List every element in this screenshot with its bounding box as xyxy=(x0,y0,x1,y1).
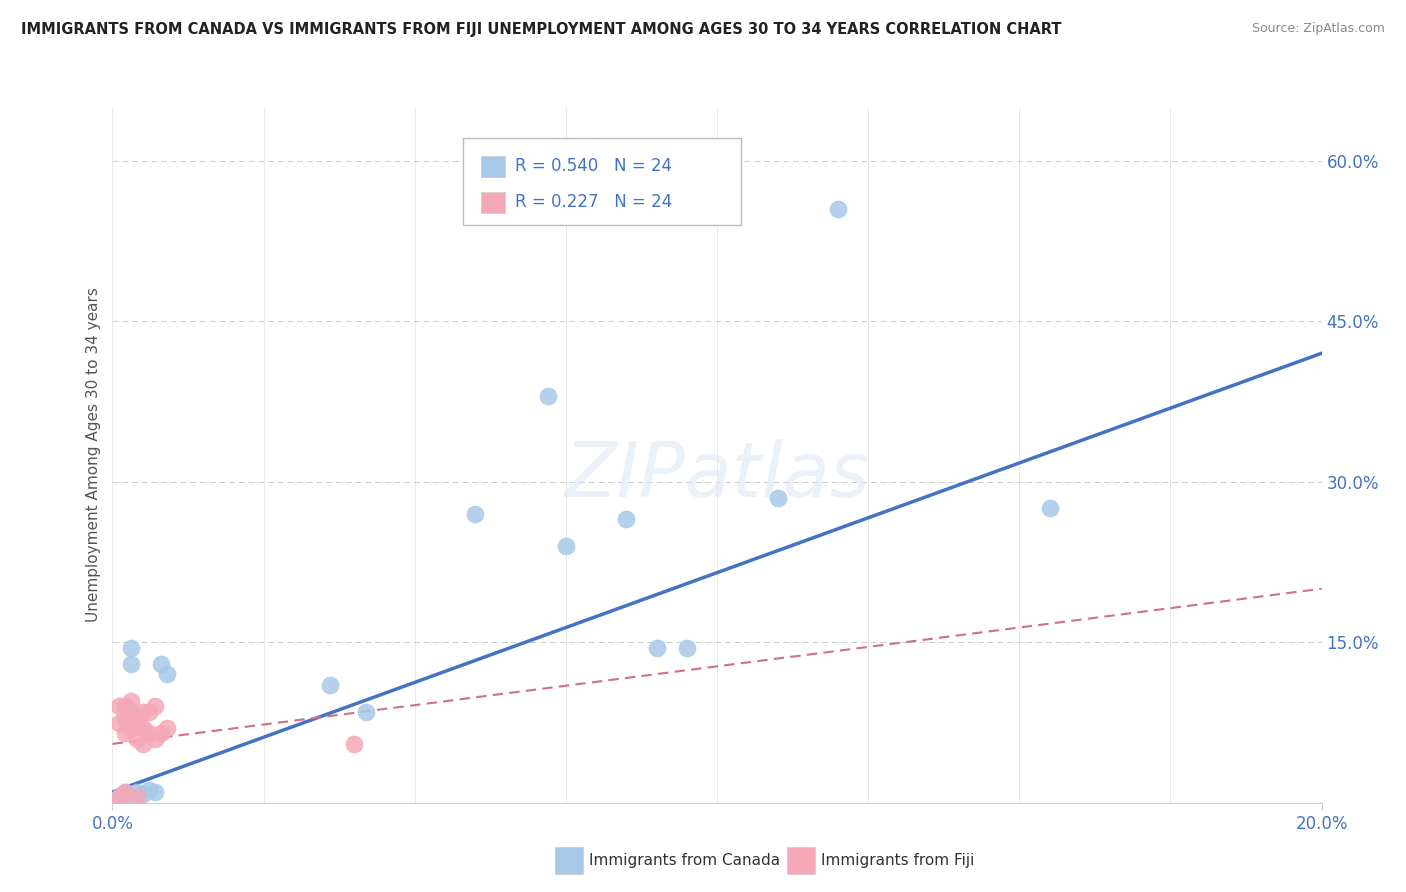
Point xyxy=(1038,501,1062,516)
Point xyxy=(120,705,142,719)
Point xyxy=(319,678,342,692)
Point xyxy=(114,699,136,714)
Point xyxy=(114,790,136,805)
Point xyxy=(107,699,129,714)
Point xyxy=(827,202,849,216)
Point xyxy=(125,731,148,746)
Point xyxy=(766,491,789,505)
Point xyxy=(125,710,148,724)
Point xyxy=(120,640,142,655)
Point xyxy=(107,715,129,730)
FancyBboxPatch shape xyxy=(481,156,506,177)
Point xyxy=(143,785,166,799)
Text: ZIPatlas: ZIPatlas xyxy=(564,439,870,513)
Point xyxy=(156,721,179,735)
Point xyxy=(120,721,142,735)
Point xyxy=(149,726,172,740)
Point xyxy=(343,737,366,751)
Point xyxy=(143,699,166,714)
Point xyxy=(114,710,136,724)
Point xyxy=(120,657,142,671)
Text: R = 0.227   N = 24: R = 0.227 N = 24 xyxy=(515,194,672,211)
Point xyxy=(132,705,155,719)
Point xyxy=(114,785,136,799)
Point xyxy=(138,726,160,740)
Point xyxy=(125,790,148,805)
Point xyxy=(616,512,638,526)
Point xyxy=(143,731,166,746)
FancyBboxPatch shape xyxy=(463,138,741,226)
Point xyxy=(107,790,129,805)
Point xyxy=(554,539,576,553)
Point xyxy=(125,715,148,730)
FancyBboxPatch shape xyxy=(481,192,506,213)
Point xyxy=(156,667,179,681)
Text: Immigrants from Fiji: Immigrants from Fiji xyxy=(821,854,974,868)
Text: Source: ZipAtlas.com: Source: ZipAtlas.com xyxy=(1251,22,1385,36)
Point xyxy=(356,705,378,719)
Point xyxy=(125,785,148,799)
Point xyxy=(114,785,136,799)
Point xyxy=(132,737,155,751)
Text: IMMIGRANTS FROM CANADA VS IMMIGRANTS FROM FIJI UNEMPLOYMENT AMONG AGES 30 TO 34 : IMMIGRANTS FROM CANADA VS IMMIGRANTS FRO… xyxy=(21,22,1062,37)
Point xyxy=(149,657,172,671)
Point xyxy=(114,790,136,805)
Point xyxy=(675,640,697,655)
Point xyxy=(107,790,129,805)
Text: Immigrants from Canada: Immigrants from Canada xyxy=(589,854,780,868)
Text: R = 0.540   N = 24: R = 0.540 N = 24 xyxy=(515,157,672,176)
Point xyxy=(138,783,160,797)
Point xyxy=(138,705,160,719)
Point xyxy=(125,790,148,805)
Point xyxy=(120,694,142,708)
Point xyxy=(114,726,136,740)
Point xyxy=(132,721,155,735)
Point xyxy=(464,507,486,521)
Point xyxy=(537,389,560,403)
Point xyxy=(132,787,155,801)
Y-axis label: Unemployment Among Ages 30 to 34 years: Unemployment Among Ages 30 to 34 years xyxy=(86,287,101,623)
Point xyxy=(645,640,668,655)
